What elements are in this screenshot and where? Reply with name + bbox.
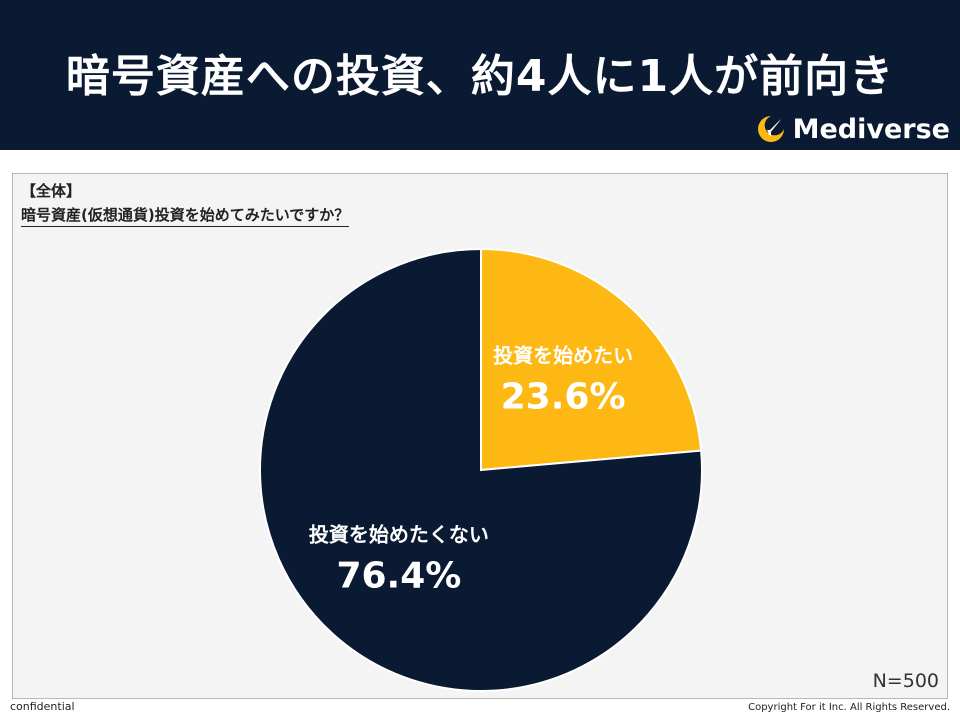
pie-slice-2 [259,247,703,692]
footer-copyright: Copyright For it Inc. All Rights Reserve… [748,702,950,713]
pie-slice-1 [480,247,703,472]
slice-value-label-2: 76.4% [336,556,461,597]
slice-label-2: 投資を始めたくない [309,523,489,547]
slice-value-label-1: 23.6% [501,376,626,417]
brand-name: Mediverse [792,113,950,145]
header-banner: 暗号資産への投資、約4人に1人が前向き Mediverse [0,0,960,150]
footer-confidential: confidential [10,700,75,713]
pie-chart: 投資を始めたい 23.6% 投資を始めたくない 76.4% [259,247,703,692]
brand-logo: Mediverse [755,112,950,146]
survey-question: 暗号資産(仮想通貨)投資を始めてみたいですか？ [21,204,350,227]
chart-panel: 【全体】 暗号資産(仮想通貨)投資を始めてみたいですか？ 投資を始めたい 23.6… [12,173,948,699]
panel-tag: 【全体】 [21,182,82,200]
sample-size: N=500 [872,670,939,692]
page-title: 暗号資産への投資、約4人に1人が前向き [65,51,895,102]
rocket-moon-icon [757,116,784,142]
slice-label-1: 投資を始めたい [493,343,633,367]
